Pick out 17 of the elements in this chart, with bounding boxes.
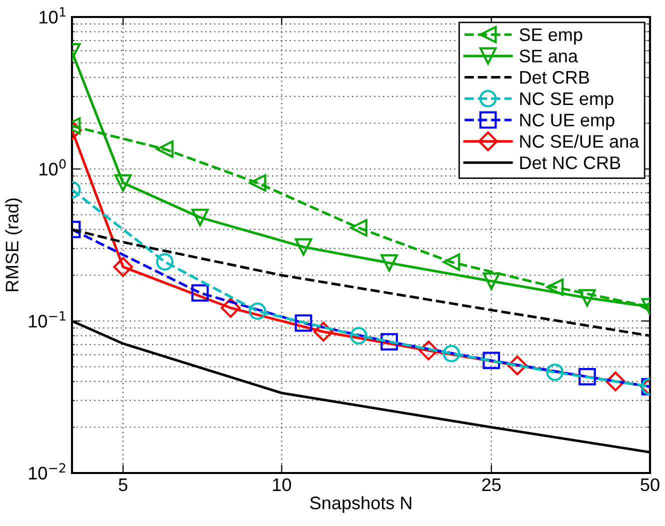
x-tick-label: 25 xyxy=(482,478,501,492)
x-tick-label: 10 xyxy=(273,478,292,492)
legend-label: SE emp xyxy=(520,28,582,45)
legend-label: NC UE emp xyxy=(520,114,614,130)
x-tick-label: 50 xyxy=(640,478,660,492)
y-tick-label: 10$^{0}$ xyxy=(40,159,66,176)
legend-label: NC SE/UE ana xyxy=(520,134,640,148)
y-tick-label: 10$^{−1}$ xyxy=(28,311,66,328)
legend-label: NC SE emp xyxy=(520,92,614,109)
y-tick-label: 10$^{1}$ xyxy=(40,7,66,24)
y-tick-label: 10$^{−2}$ xyxy=(28,463,66,480)
y-axis-title: RMSE (rad) xyxy=(5,198,22,292)
legend-label: Det CRB xyxy=(520,71,590,84)
legend-label: SE ana xyxy=(520,50,578,62)
legend-label: Det NC CRB xyxy=(520,156,620,170)
x-axis-title: Snapshots N xyxy=(310,496,412,513)
x-tick-label: 5 xyxy=(118,478,128,492)
